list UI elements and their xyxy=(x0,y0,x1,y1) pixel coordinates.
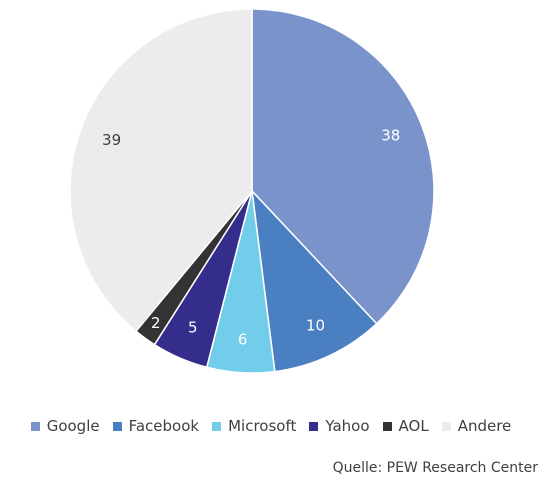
pie-slice xyxy=(250,188,378,373)
data-label: 10 xyxy=(306,317,325,335)
legend-item: Microsoft xyxy=(212,417,296,435)
data-label: 38 xyxy=(381,127,400,145)
legend-label: Google xyxy=(46,417,100,435)
legend-swatch xyxy=(30,421,40,431)
legend-label: Yahoo xyxy=(325,417,370,435)
legend-swatch xyxy=(112,421,122,431)
legend-swatch xyxy=(382,421,392,431)
legend-item: Andere xyxy=(441,417,512,435)
source-note: Quelle: PEW Research Center xyxy=(332,460,538,476)
data-label: 39 xyxy=(102,131,121,149)
legend-label: Andere xyxy=(457,417,512,435)
legend-swatch xyxy=(441,421,451,431)
pie-slice xyxy=(69,8,253,333)
legend-label: Facebook xyxy=(128,417,200,435)
legend-swatch xyxy=(212,421,222,431)
pie-chart: 38 10 6 5 2 39 xyxy=(69,8,435,374)
legend-label: Microsoft xyxy=(228,417,297,435)
data-label: 6 xyxy=(238,330,248,348)
legend-item: AOL xyxy=(382,417,429,435)
data-label: 2 xyxy=(151,314,161,332)
legend-label: AOL xyxy=(398,417,429,435)
legend: Google Facebook Microsoft Yahoo AOL Andere xyxy=(0,417,542,435)
legend-item: Facebook xyxy=(112,417,200,435)
legend-item: Google xyxy=(30,417,100,435)
legend-item: Yahoo xyxy=(309,417,370,435)
pie-slice xyxy=(251,8,435,325)
legend-swatch xyxy=(309,421,319,431)
data-label: 5 xyxy=(188,318,198,336)
